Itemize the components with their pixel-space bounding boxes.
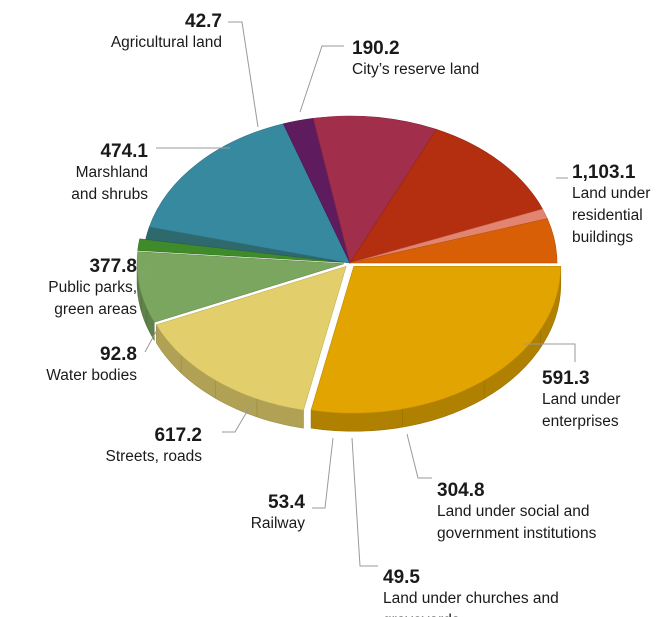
slice-category-label: government institutions — [437, 525, 597, 542]
slice-category-label: Railway — [251, 515, 306, 532]
leader-line-5 — [312, 437, 334, 509]
slice-category-label: buildings — [572, 229, 633, 246]
pie-slice-1[interactable] — [310, 266, 562, 414]
pie-slice-2[interactable] — [155, 265, 347, 411]
slice-value-label: 92.8 — [100, 344, 137, 365]
slice-category-label: City’s reserve land — [352, 61, 479, 78]
slice-labels: 1,103.1 Land under residential buildings 591… — [46, 11, 650, 617]
slice-category-label: Marshland — [76, 164, 148, 181]
slice-value-label: 377.8 — [89, 256, 137, 277]
pie-slice-11[interactable] — [349, 218, 558, 264]
slice-category-label: green areas — [54, 301, 137, 318]
slice-category-label: Land under — [542, 391, 620, 408]
slice-value-label: 474.1 — [100, 141, 148, 162]
slice-category-label: Streets, roads — [106, 448, 203, 465]
leader-line-10 — [228, 21, 259, 128]
leader-line-2 — [524, 343, 576, 362]
slice-category-label: graveyards — [383, 612, 460, 617]
pie-slice-8[interactable] — [312, 115, 437, 264]
pie-slice-9[interactable] — [349, 129, 544, 264]
slice-category-label: Agricultural land — [111, 34, 222, 51]
pie-slice-3[interactable] — [136, 251, 345, 323]
slice-category-label: residential — [572, 207, 643, 224]
pie-top-layer — [136, 115, 562, 414]
leader-lines — [142, 21, 576, 567]
slice-category-label: Land under social and — [437, 503, 590, 520]
slice-value-label: 53.4 — [268, 492, 305, 513]
leader-line-4 — [351, 437, 378, 567]
slice-category-label: and shrubs — [71, 186, 148, 203]
leader-line-11 — [299, 45, 344, 113]
slice-value-label: 617.2 — [154, 425, 202, 446]
leader-line-6 — [222, 402, 253, 433]
slice-value-label: 304.8 — [437, 480, 485, 501]
slice-value-label: 591.3 — [542, 368, 590, 389]
leader-line-3 — [406, 433, 432, 479]
slice-value-label: 42.7 — [185, 11, 222, 32]
slice-value-label: 190.2 — [352, 38, 400, 59]
slice-value-label: 49.5 — [383, 567, 420, 588]
slice-category-label: Water bodies — [46, 367, 137, 384]
slice-category-label: enterprises — [542, 413, 619, 430]
slice-category-label: Land under churches and — [383, 590, 559, 607]
slice-category-label: Public parks, — [48, 279, 137, 296]
slice-category-label: Land under — [572, 185, 650, 202]
leader-line-7 — [144, 329, 158, 353]
slice-value-label: 1,103.1 — [572, 162, 636, 183]
